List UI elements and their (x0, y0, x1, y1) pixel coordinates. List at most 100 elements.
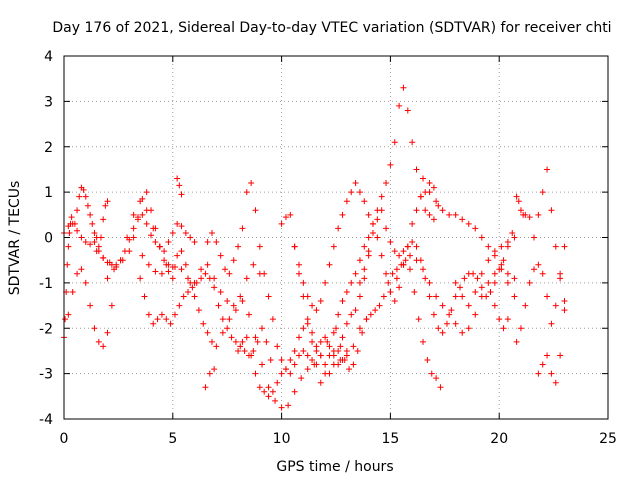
data-point (78, 266, 85, 273)
data-point (256, 384, 263, 391)
data-point (217, 288, 224, 295)
data-point (498, 261, 505, 268)
data-point (422, 207, 429, 214)
data-point (91, 229, 98, 236)
data-point (204, 329, 211, 336)
data-point (485, 257, 492, 264)
data-point (409, 139, 416, 146)
data-point (65, 243, 72, 250)
data-point (202, 270, 209, 277)
data-point (208, 229, 215, 236)
data-point (95, 338, 102, 345)
data-point (465, 220, 472, 227)
data-point (130, 211, 137, 218)
data-point (267, 357, 274, 364)
data-point (152, 268, 159, 275)
series-arc-7 (137, 270, 274, 364)
data-point (361, 275, 368, 282)
series-arc-13 (235, 252, 372, 400)
data-point (65, 311, 72, 318)
data-point (504, 270, 511, 277)
data-point (424, 357, 431, 364)
data-point (561, 298, 568, 305)
data-point (180, 293, 187, 300)
data-point (239, 225, 246, 232)
data-point (148, 232, 155, 239)
data-point (261, 388, 268, 395)
data-point (317, 379, 324, 386)
data-point (108, 302, 115, 309)
data-point (259, 361, 266, 368)
data-point (361, 243, 368, 250)
data-point (169, 229, 176, 236)
data-point (330, 243, 337, 250)
data-point (232, 338, 239, 345)
data-point (272, 397, 279, 404)
data-point (435, 202, 442, 209)
data-point (396, 252, 403, 259)
data-point (130, 234, 137, 241)
data-point (137, 275, 144, 282)
data-point (535, 370, 542, 377)
data-point (250, 347, 257, 354)
data-point (478, 270, 485, 277)
data-point (411, 288, 418, 295)
data-point (282, 366, 289, 373)
data-point (167, 320, 174, 327)
data-point (552, 302, 559, 309)
series-arc-21 (491, 302, 511, 332)
data-point (226, 316, 233, 323)
data-point (243, 275, 250, 282)
data-point (548, 207, 555, 214)
data-point (191, 293, 198, 300)
data-point (165, 268, 172, 275)
data-point (402, 257, 409, 264)
data-point (404, 107, 411, 114)
data-point (433, 198, 440, 205)
data-point (300, 325, 307, 332)
data-point (235, 243, 242, 250)
data-point (211, 275, 218, 282)
series-arc-25 (535, 307, 568, 386)
data-point (106, 259, 113, 266)
data-point (452, 293, 459, 300)
data-point (298, 375, 305, 382)
data-point (182, 229, 189, 236)
data-point (263, 338, 270, 345)
data-point (387, 239, 394, 246)
data-point (150, 320, 157, 327)
data-point (241, 347, 248, 354)
data-point (326, 261, 333, 268)
data-point (335, 225, 342, 232)
data-point (287, 211, 294, 218)
data-point (535, 261, 542, 268)
data-point (326, 352, 333, 359)
data-point (82, 239, 89, 246)
series-arc-15 (291, 180, 442, 314)
data-point (100, 343, 107, 350)
data-point (187, 234, 194, 241)
data-point (313, 343, 320, 350)
data-point (422, 275, 429, 282)
data-point (513, 193, 520, 200)
data-point (176, 302, 183, 309)
data-point (539, 189, 546, 196)
data-point (113, 261, 120, 268)
data-point (67, 220, 74, 227)
data-point (478, 293, 485, 300)
data-point (163, 261, 170, 268)
data-point (415, 316, 422, 323)
y-tick-labels: -4 -3 -2 -1 0 1 2 3 4 (39, 49, 53, 428)
series-arc-8 (139, 252, 263, 309)
data-point (204, 261, 211, 268)
data-point (243, 189, 250, 196)
series-arc-10 (204, 180, 350, 377)
data-point (498, 243, 505, 250)
data-point (282, 214, 289, 221)
data-point (339, 334, 346, 341)
data-point (385, 279, 392, 286)
data-point (326, 343, 333, 350)
data-point (369, 220, 376, 227)
data-point (352, 307, 359, 314)
